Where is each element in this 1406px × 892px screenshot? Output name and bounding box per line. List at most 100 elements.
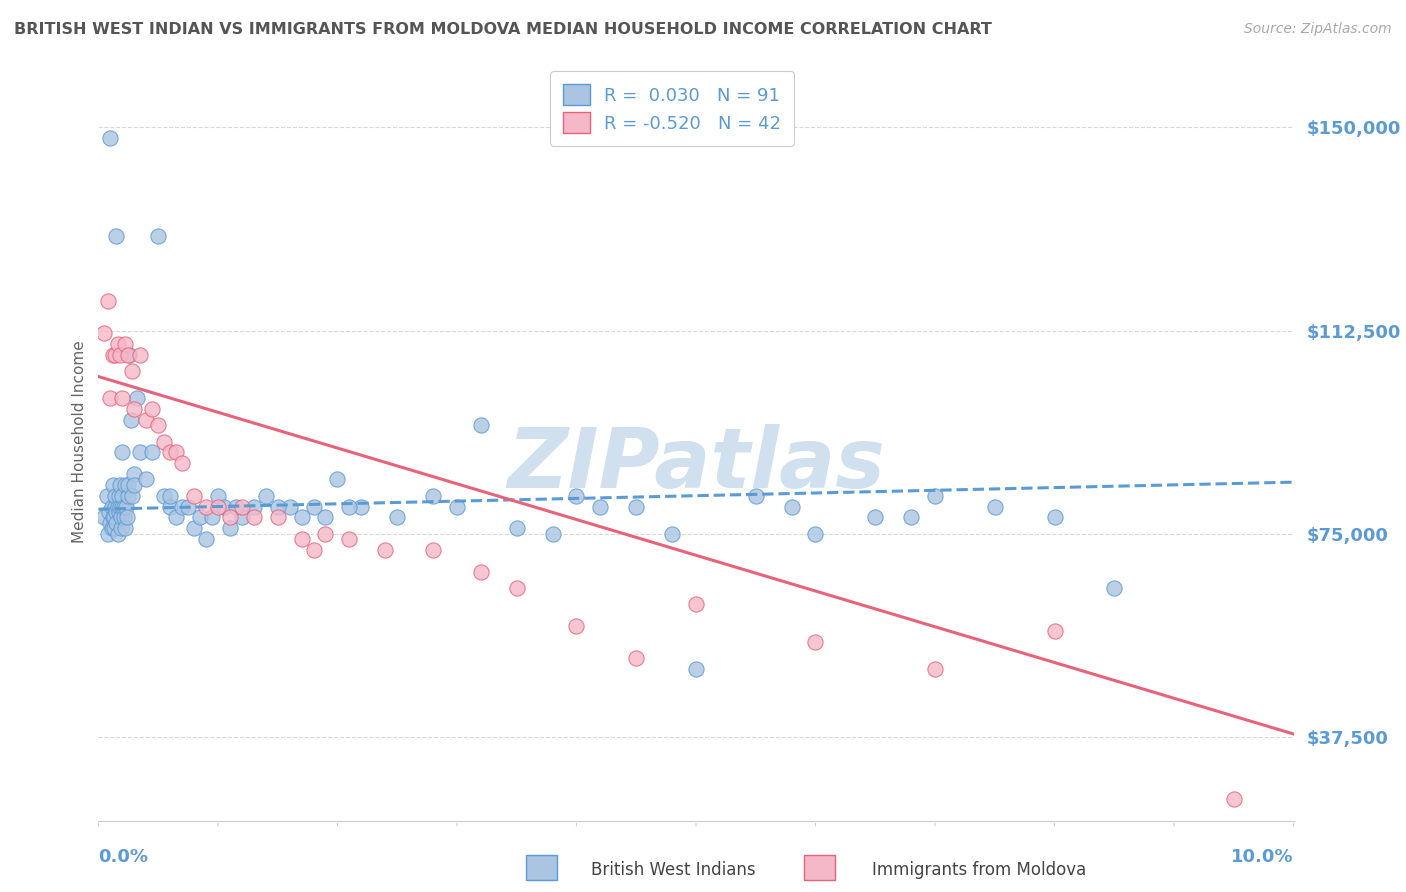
Point: [129, 445, 152, 459]
Point: [1223, 792, 1246, 806]
Point: [159, 489, 181, 503]
Point: [745, 489, 768, 503]
Point: [98, 516, 122, 530]
Point: [900, 510, 922, 524]
Point: [183, 521, 205, 535]
Point: [339, 532, 361, 546]
Point: [114, 478, 136, 492]
Point: [135, 473, 157, 487]
Point: [1104, 581, 1126, 595]
Point: [100, 500, 122, 514]
Point: [385, 510, 409, 524]
Text: 10.0%: 10.0%: [1232, 847, 1294, 866]
Point: [207, 489, 229, 503]
Point: [112, 500, 135, 514]
Point: [93, 326, 115, 341]
Point: [212, 500, 235, 514]
Point: [101, 510, 124, 524]
Point: [159, 500, 181, 514]
Point: [98, 505, 121, 519]
Point: [165, 445, 187, 459]
Point: [780, 500, 803, 514]
Point: [254, 489, 277, 503]
Point: [924, 662, 946, 676]
Point: [231, 510, 253, 524]
Point: [661, 526, 683, 541]
Point: [117, 478, 139, 492]
Point: [97, 526, 120, 541]
Point: [422, 489, 444, 503]
Point: [125, 391, 148, 405]
Point: [129, 348, 152, 362]
Point: [302, 542, 325, 557]
Point: [115, 500, 138, 514]
Point: [207, 500, 229, 514]
Point: [105, 228, 128, 243]
Text: Immigrants from Moldova: Immigrants from Moldova: [872, 861, 1085, 879]
Point: [159, 445, 181, 459]
Point: [865, 510, 887, 524]
Point: [100, 521, 122, 535]
Point: [121, 489, 143, 503]
Point: [243, 510, 266, 524]
Point: [172, 500, 194, 514]
Point: [506, 521, 529, 535]
Point: [315, 526, 337, 541]
Point: [470, 565, 492, 579]
Point: [124, 402, 146, 417]
Point: [183, 489, 205, 503]
Point: [219, 521, 242, 535]
FancyBboxPatch shape: [526, 855, 557, 880]
Point: [148, 228, 170, 243]
Point: [422, 542, 444, 557]
Point: [470, 418, 492, 433]
Point: [565, 489, 588, 503]
Point: [105, 516, 128, 530]
Point: [267, 510, 290, 524]
Point: [108, 500, 131, 514]
Point: [201, 510, 224, 524]
Text: British West Indians: British West Indians: [591, 861, 755, 879]
Point: [124, 478, 146, 492]
Point: [111, 445, 134, 459]
Point: [446, 500, 468, 514]
Point: [117, 348, 139, 362]
Point: [107, 505, 129, 519]
Point: [101, 348, 124, 362]
Point: [120, 413, 142, 427]
Point: [195, 532, 218, 546]
Point: [104, 500, 127, 514]
Point: [111, 489, 134, 503]
Point: [506, 581, 529, 595]
Point: [350, 500, 373, 514]
Point: [188, 510, 211, 524]
Point: [177, 500, 200, 514]
Point: [108, 348, 131, 362]
Point: [153, 434, 176, 449]
Point: [107, 500, 129, 514]
Point: [124, 467, 146, 481]
Point: [97, 293, 120, 308]
Point: [326, 473, 349, 487]
Point: [98, 131, 122, 145]
Point: [141, 445, 163, 459]
Point: [541, 526, 564, 541]
Point: [103, 510, 125, 524]
Point: [98, 391, 122, 405]
Point: [374, 542, 396, 557]
Point: [1043, 624, 1066, 639]
Legend: R =  0.030   N = 91, R = -0.520   N = 42: R = 0.030 N = 91, R = -0.520 N = 42: [550, 71, 794, 145]
Point: [804, 635, 827, 649]
Point: [243, 500, 266, 514]
Text: Source: ZipAtlas.com: Source: ZipAtlas.com: [1244, 22, 1392, 37]
Point: [121, 364, 143, 378]
Point: [148, 418, 170, 433]
Point: [267, 500, 290, 514]
Point: [685, 662, 707, 676]
Point: [112, 510, 135, 524]
Point: [291, 510, 314, 524]
Point: [153, 489, 176, 503]
Point: [118, 348, 141, 362]
Point: [111, 500, 134, 514]
Point: [565, 618, 588, 632]
